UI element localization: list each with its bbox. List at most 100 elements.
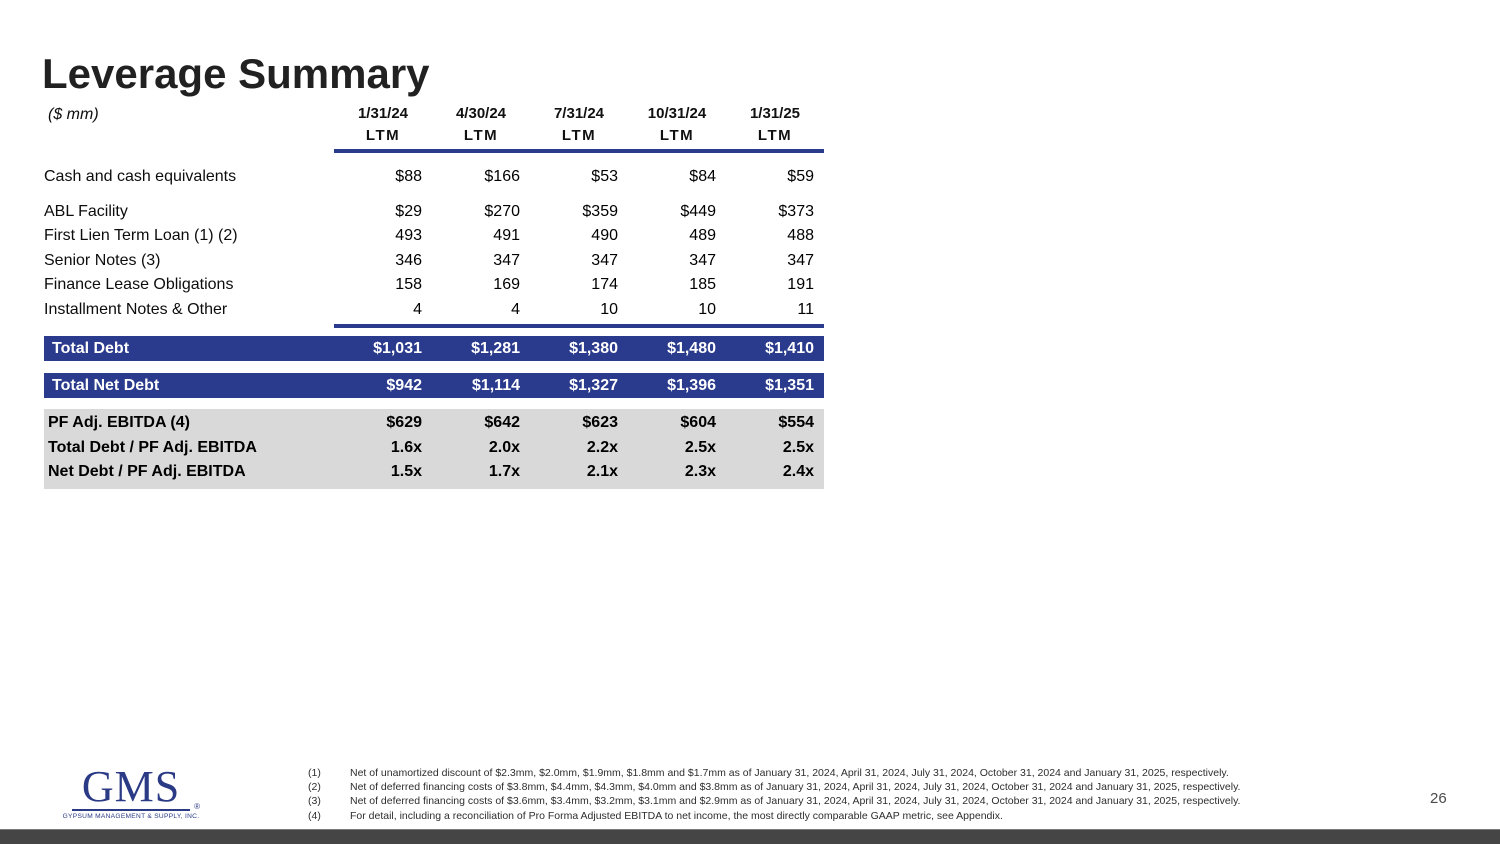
cell-value: $1,031 [373,340,422,357]
footnote-text: Net of deferred financing costs of $3.8m… [350,781,1241,794]
cell-value: 491 [493,227,520,244]
column-date: 10/31/24 [647,105,707,122]
cell-value: $84 [689,168,716,185]
cell-value: 2.2x [586,438,618,456]
cell-value: $1,380 [569,340,618,357]
column-period: LTM [659,127,695,144]
cell-value: 493 [395,227,422,244]
ebitda-block: PF Adj. EBITDA (4) $629 $642 $623 $604 $554 To… [44,409,824,489]
cell-value: $1,410 [765,340,814,357]
cell-value: $1,281 [471,340,520,357]
logo-wordmark: GMS [71,765,191,811]
table-row-debt: Senior Notes (3) 346 347 347 347 347 [44,249,824,274]
company-logo: GMS ® GYPSUM MANAGEMENT & SUPPLY, INC. [56,765,206,821]
cell-value: $373 [778,202,814,220]
row-label: Net Debt / PF Adj. EBITDA [48,463,246,480]
footnote: (4) For detail, including a reconciliatio… [308,809,1388,823]
table-row-ebitda: Net Debt / PF Adj. EBITDA 1.5x 1.7x 2.1x 2.3… [44,460,824,485]
table-row-debt: Finance Lease Obligations 158 169 174 185 191 [44,273,824,298]
cell-value: $554 [778,414,814,431]
cell-value: $623 [582,414,618,431]
column-header: 1/31/24 LTM [334,103,432,147]
cell-value: $88 [395,168,422,185]
cell-value: $166 [484,168,520,185]
footnote-number: (2) [308,781,321,794]
cell-value: 11 [797,300,814,318]
cell-value: $359 [582,202,618,220]
table-header-row: 1/31/24 LTM 4/30/24 LTM 7/31/24 LTM 10/31/24 LT… [44,103,824,147]
cell-value: 2.0x [488,438,520,456]
cell-value: $1,480 [667,340,716,357]
page-title: Leverage Summary [42,50,430,97]
cell-value: 2.4x [782,463,814,480]
header-underline [334,149,824,153]
cell-value: 2.5x [684,438,716,456]
cell-value: $1,327 [569,377,618,394]
footnotes: (1) Net of unamortized discount of $2.3mm… [308,766,1388,823]
page-number: 26 [1430,790,1447,807]
table-row-ebitda: Total Debt / PF Adj. EBITDA 1.6x 2.0x 2.2x 2… [44,436,824,461]
cell-value: 347 [493,251,520,269]
total-net-debt-bar: Total Net Debt $942 $1,114 $1,327 $1,396 $1,3… [44,373,824,398]
cell-value: 488 [787,227,814,244]
leverage-table: 1/31/24 LTM 4/30/24 LTM 7/31/24 LTM 10/31/24 LT… [44,103,824,489]
cell-value: $53 [591,168,618,185]
table-row-debt: Installment Notes & Other 4 4 10 10 11 [44,298,824,323]
cell-value: 347 [591,251,618,269]
column-header: 10/31/24 LTM [628,103,726,147]
cell-value: 4 [511,300,520,318]
cell-value: $1,396 [667,377,716,394]
row-label: First Lien Term Loan (1) (2) [44,227,238,244]
cell-value: 1.6x [390,438,422,456]
footnote-number: (1) [308,767,321,779]
table-row-debt: ABL Facility $29 $270 $359 $449 $373 [44,200,824,225]
table-row-debt: First Lien Term Loan (1) (2) 493 491 490 489… [44,224,824,249]
column-header: 1/31/25 LTM [726,103,824,147]
cell-value: 347 [689,251,716,269]
logo-tagline: GYPSUM MANAGEMENT & SUPPLY, INC. [62,813,200,820]
cell-value: 1.5x [390,463,422,480]
cell-value: $59 [787,168,814,185]
cell-value: 174 [591,276,618,293]
footnote-number: (3) [308,795,321,808]
subtotal-rule [334,324,824,328]
cell-value: $1,351 [765,377,814,394]
total-debt-bar: Total Debt $1,031 $1,281 $1,380 $1,480 $1,410 [44,336,824,361]
cell-value: $642 [484,414,520,431]
cell-value: 4 [413,300,422,318]
row-label: Total Net Debt [52,377,160,394]
footnote-text: Net of deferred financing costs of $3.6m… [350,795,1241,808]
row-label: Installment Notes & Other [44,300,228,318]
registered-trademark-icon: ® [194,802,200,811]
column-period: LTM [463,127,499,144]
cell-value: 10 [600,300,618,318]
cell-value: 2.1x [586,463,618,480]
cell-value: 1.7x [488,463,520,480]
cell-value: 2.5x [782,438,814,456]
row-label: Cash and cash equivalents [44,168,237,185]
units-label: ($ mm) [48,106,99,123]
cell-value: 191 [787,276,814,293]
row-label: PF Adj. EBITDA (4) [48,414,190,431]
cell-value: 2.3x [684,463,716,480]
column-period: LTM [365,127,401,144]
footnote: (3) Net of deferred financing costs of $3… [308,794,1388,808]
footnote-number: (4) [308,809,321,822]
column-date: 1/31/25 [749,105,801,122]
table-row-ebitda: PF Adj. EBITDA (4) $629 $642 $623 $604 $554 [44,411,824,436]
row-label: Senior Notes (3) [44,251,161,269]
cell-value: 347 [787,251,814,269]
footnote-text: For detail, including a reconciliation o… [350,809,1003,822]
table-row-cash: Cash and cash equivalents $88 $166 $53 $84 $5… [44,165,824,190]
column-header: 4/30/24 LTM [432,103,530,147]
cell-value: $449 [680,202,716,220]
footnote-text: Net of unamortized discount of $2.3mm, $… [350,767,1229,779]
row-label: ABL Facility [44,202,128,220]
column-date: 1/31/24 [357,105,409,122]
row-label: Total Debt [52,340,130,357]
cell-value: $942 [386,377,422,394]
cell-value: $629 [386,414,422,431]
header-spacer [44,103,334,147]
cell-value: 490 [591,227,618,244]
